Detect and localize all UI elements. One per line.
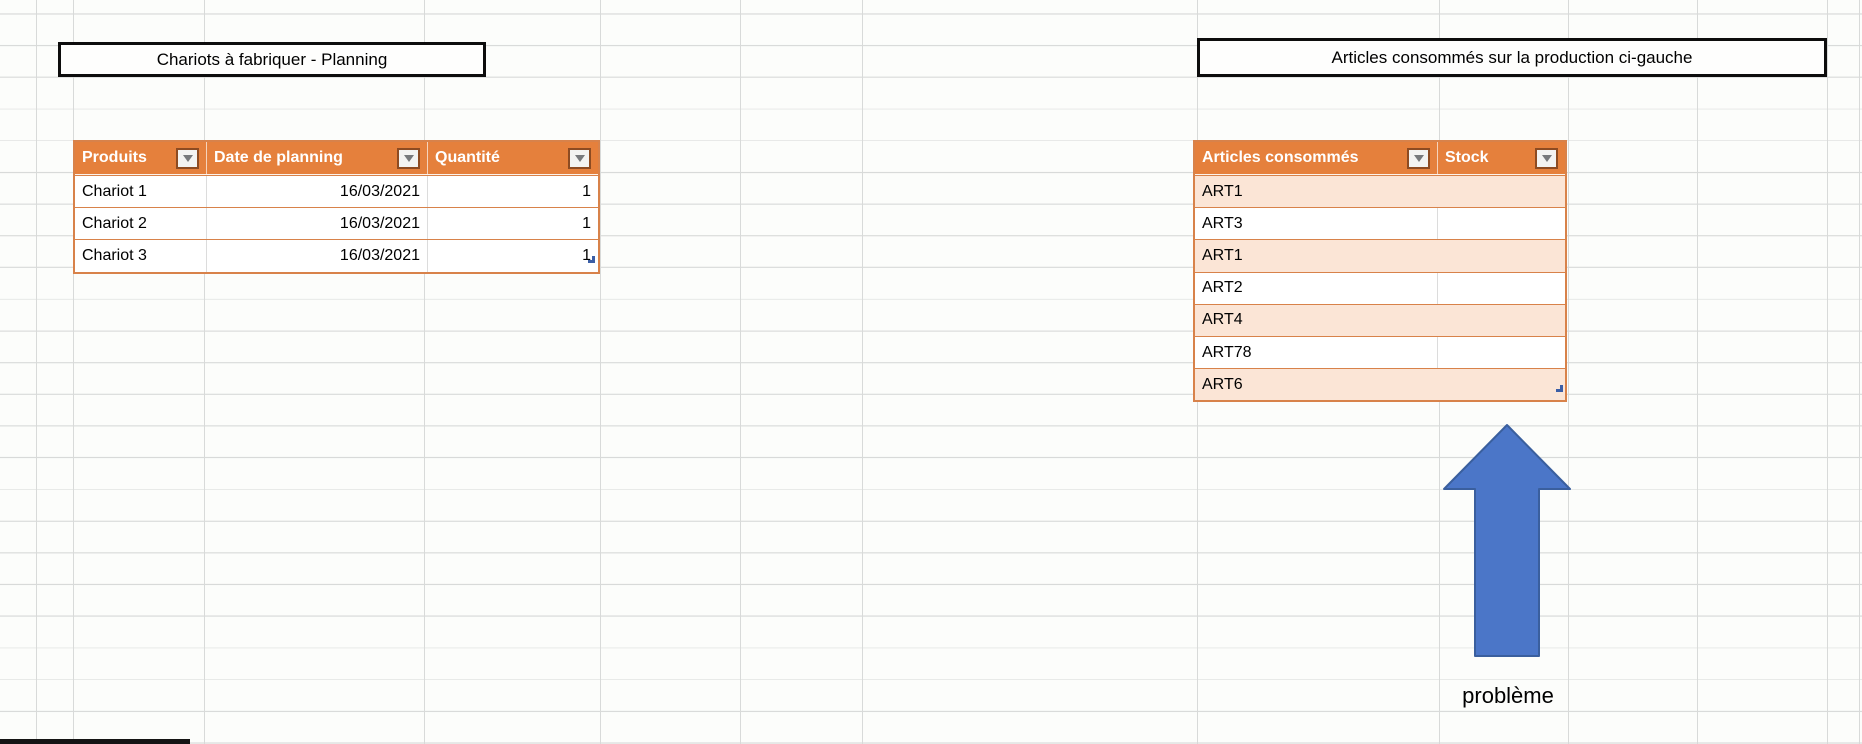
gridline-vertical <box>204 0 205 744</box>
cell-article[interactable]: ART78 <box>1202 343 1252 361</box>
planning-table: Produits Date de planning Quantité Chari… <box>73 140 600 274</box>
cell-stock[interactable] <box>1437 369 1565 400</box>
cell-quantite[interactable]: 1 <box>427 208 598 240</box>
table-row: Chariot 2 16/03/2021 1 <box>75 207 598 240</box>
table-row: ART1 <box>1195 175 1565 208</box>
filter-button[interactable] <box>1407 147 1430 169</box>
cell-stock[interactable] <box>1437 176 1565 207</box>
header-cell-articles-consommes[interactable]: Articles consommés <box>1195 142 1437 174</box>
table-row: Chariot 3 16/03/2021 1 <box>75 239 598 272</box>
filter-button[interactable] <box>1535 147 1558 169</box>
cell-date[interactable]: 16/03/2021 <box>206 176 427 208</box>
chevron-down-icon <box>403 154 414 162</box>
window-edge-strip <box>0 739 190 744</box>
gridline-vertical <box>73 0 74 744</box>
gridline-vertical <box>1859 0 1860 744</box>
header-label: Stock <box>1445 149 1489 166</box>
header-cell-produits[interactable]: Produits <box>75 142 206 174</box>
table-row: ART1 <box>1195 239 1565 272</box>
table-row: ART2 <box>1195 271 1565 304</box>
cell-article[interactable]: ART2 <box>1202 279 1243 297</box>
block-arrow-up-icon[interactable] <box>1442 423 1572 658</box>
header-label: Quantité <box>435 149 500 166</box>
chevron-down-icon <box>182 154 193 162</box>
chevron-down-icon <box>574 154 585 162</box>
header-label: Date de planning <box>214 149 343 166</box>
filter-button[interactable] <box>397 147 420 169</box>
table-resize-handle[interactable] <box>1556 385 1563 392</box>
header-cell-stock[interactable]: Stock <box>1437 142 1565 174</box>
cell-stock[interactable] <box>1437 305 1565 336</box>
gridline-vertical <box>424 0 425 744</box>
filter-button[interactable] <box>568 147 591 169</box>
cell-quantite[interactable]: 1 <box>427 176 598 208</box>
right-title-text: Articles consommés sur la production ci-… <box>1331 47 1693 67</box>
articles-table: Articles consommés Stock ART1 ART3 ART1 … <box>1193 140 1567 403</box>
gridline-vertical <box>740 0 741 744</box>
right-title-box[interactable]: Articles consommés sur la production ci-… <box>1197 38 1827 77</box>
annotation-label-text: problème <box>1462 683 1554 708</box>
cell-produit[interactable]: Chariot 3 <box>82 246 147 264</box>
gridline-vertical <box>1697 0 1698 744</box>
filter-button[interactable] <box>176 147 199 169</box>
header-label: Articles consommés <box>1202 149 1359 166</box>
cell-quantite[interactable]: 1 <box>427 240 598 272</box>
left-title-text: Chariots à fabriquer - Planning <box>156 49 388 69</box>
cell-article[interactable]: ART1 <box>1202 182 1243 200</box>
cell-date[interactable]: 16/03/2021 <box>206 240 427 272</box>
cell-produit[interactable]: Chariot 1 <box>82 182 147 200</box>
header-cell-date-de-planning[interactable]: Date de planning <box>206 142 427 174</box>
table-row: ART6 <box>1195 368 1565 401</box>
cell-stock[interactable] <box>1437 336 1565 369</box>
gridline-vertical <box>36 0 37 744</box>
table-row: ART4 <box>1195 303 1565 336</box>
annotation-text[interactable]: problème <box>1440 683 1576 709</box>
articles-table-header-row: Articles consommés Stock <box>1195 142 1565 175</box>
header-cell-quantite[interactable]: Quantité <box>427 142 598 174</box>
cell-stock[interactable] <box>1437 272 1565 304</box>
planning-table-header-row: Produits Date de planning Quantité <box>75 142 598 175</box>
gridline-vertical <box>1568 0 1569 744</box>
gridline-vertical <box>862 0 863 744</box>
cell-article[interactable]: ART6 <box>1202 375 1243 393</box>
cell-produit[interactable]: Chariot 2 <box>82 214 147 232</box>
table-resize-handle[interactable] <box>588 256 595 263</box>
gridline-vertical <box>1827 0 1828 744</box>
header-label: Produits <box>82 149 147 166</box>
chevron-down-icon <box>1413 154 1424 162</box>
cell-article[interactable]: ART3 <box>1202 214 1243 232</box>
cell-stock[interactable] <box>1437 208 1565 240</box>
cell-date[interactable]: 16/03/2021 <box>206 208 427 240</box>
cell-article[interactable]: ART4 <box>1202 311 1243 329</box>
table-row: ART3 <box>1195 207 1565 240</box>
table-row: Chariot 1 16/03/2021 1 <box>75 175 598 208</box>
cell-stock[interactable] <box>1437 240 1565 271</box>
cell-article[interactable]: ART1 <box>1202 246 1243 264</box>
chevron-down-icon <box>1541 154 1552 162</box>
table-row: ART78 <box>1195 335 1565 369</box>
left-title-box[interactable]: Chariots à fabriquer - Planning <box>58 42 486 77</box>
gridline-vertical <box>600 0 601 744</box>
